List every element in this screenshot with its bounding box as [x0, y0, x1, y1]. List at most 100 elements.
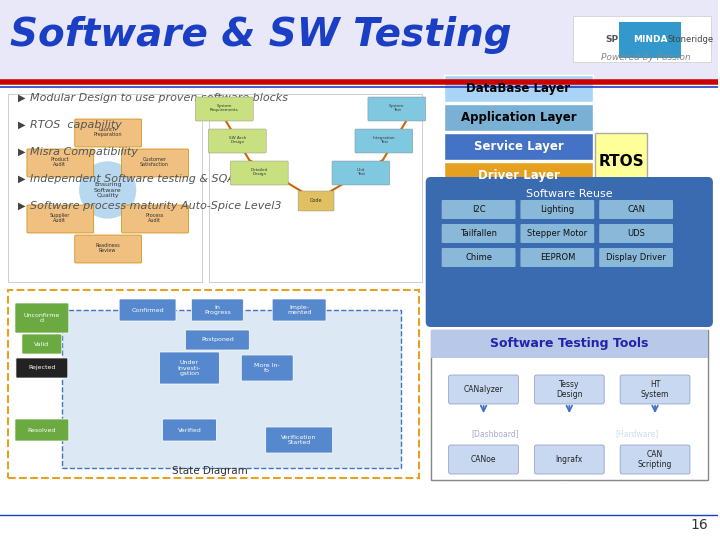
Text: ▶: ▶ — [18, 174, 25, 184]
FancyBboxPatch shape — [195, 97, 253, 121]
Circle shape — [80, 162, 135, 218]
FancyBboxPatch shape — [620, 445, 690, 474]
Text: Unconfirme
d: Unconfirme d — [24, 313, 60, 323]
FancyBboxPatch shape — [15, 303, 69, 333]
Text: CAN: CAN — [627, 205, 645, 214]
Text: EEPROM: EEPROM — [540, 253, 575, 262]
FancyBboxPatch shape — [272, 299, 326, 321]
FancyBboxPatch shape — [16, 358, 68, 378]
Text: Independent Software testing & SQA: Independent Software testing & SQA — [30, 174, 235, 184]
Text: Resolved: Resolved — [27, 428, 56, 433]
Text: Code: Code — [310, 199, 323, 204]
Text: Tailfallen: Tailfallen — [460, 229, 497, 238]
FancyBboxPatch shape — [568, 388, 706, 480]
FancyBboxPatch shape — [426, 177, 713, 327]
Text: Customer
Satisfaction: Customer Satisfaction — [140, 157, 169, 167]
Text: Launch
Preparation: Launch Preparation — [94, 126, 122, 137]
FancyBboxPatch shape — [521, 248, 594, 267]
Text: Detailed
Design: Detailed Design — [251, 168, 268, 176]
FancyBboxPatch shape — [266, 427, 333, 453]
Text: 16: 16 — [690, 518, 708, 532]
FancyBboxPatch shape — [521, 224, 594, 243]
Text: Process
Audit: Process Audit — [145, 213, 163, 224]
FancyBboxPatch shape — [441, 224, 516, 243]
Text: Software process maturity Auto-Spice Level3: Software process maturity Auto-Spice Lev… — [30, 201, 282, 211]
FancyBboxPatch shape — [0, 0, 718, 80]
FancyBboxPatch shape — [210, 94, 422, 282]
FancyBboxPatch shape — [534, 375, 604, 404]
FancyBboxPatch shape — [368, 97, 426, 121]
Text: RTOS: RTOS — [598, 153, 644, 168]
FancyBboxPatch shape — [27, 149, 94, 177]
Text: Software & SW Testing: Software & SW Testing — [10, 16, 512, 54]
FancyBboxPatch shape — [27, 205, 94, 233]
Text: Service Layer: Service Layer — [474, 140, 563, 153]
Text: ▶: ▶ — [18, 93, 25, 103]
Text: Software Reuse: Software Reuse — [526, 189, 613, 199]
Text: System
Test: System Test — [389, 104, 405, 112]
Text: Stepper Motor: Stepper Motor — [527, 229, 588, 238]
Text: DataBase Layer: DataBase Layer — [467, 82, 570, 95]
FancyBboxPatch shape — [160, 352, 220, 384]
Text: Ingrafx: Ingrafx — [556, 455, 583, 464]
Text: Supplier
Audit: Supplier Audit — [50, 213, 70, 224]
FancyBboxPatch shape — [573, 16, 711, 62]
Text: Driver Layer: Driver Layer — [477, 169, 559, 182]
FancyBboxPatch shape — [431, 330, 708, 480]
Text: Application Layer: Application Layer — [461, 111, 576, 124]
FancyBboxPatch shape — [441, 248, 516, 267]
FancyBboxPatch shape — [8, 290, 419, 478]
Text: System
Requirements: System Requirements — [210, 104, 239, 112]
FancyBboxPatch shape — [449, 375, 518, 404]
FancyBboxPatch shape — [444, 162, 593, 189]
Text: Chime: Chime — [465, 253, 492, 262]
FancyBboxPatch shape — [22, 334, 62, 354]
FancyBboxPatch shape — [355, 129, 413, 153]
FancyBboxPatch shape — [521, 200, 594, 219]
FancyBboxPatch shape — [192, 299, 243, 321]
Text: In
Progress: In Progress — [204, 305, 230, 315]
Text: Powered by Passion: Powered by Passion — [601, 52, 691, 62]
Text: Verified: Verified — [178, 428, 202, 433]
FancyBboxPatch shape — [119, 299, 176, 321]
Text: Readiness
Review: Readiness Review — [95, 242, 120, 253]
Text: Rejected: Rejected — [28, 366, 55, 370]
FancyBboxPatch shape — [122, 205, 189, 233]
Text: Lighting: Lighting — [540, 205, 575, 214]
Text: [Hardware]: [Hardware] — [616, 429, 659, 438]
Text: Postponed: Postponed — [201, 338, 234, 342]
FancyBboxPatch shape — [599, 224, 673, 243]
Text: Verification
Started: Verification Started — [282, 435, 317, 446]
FancyBboxPatch shape — [186, 330, 249, 350]
Text: SW Arch
Design: SW Arch Design — [229, 136, 246, 144]
FancyBboxPatch shape — [534, 445, 604, 474]
FancyBboxPatch shape — [449, 445, 518, 474]
Text: Product
Audit: Product Audit — [50, 157, 69, 167]
Text: SP: SP — [605, 36, 618, 44]
Text: State Diagram: State Diagram — [171, 466, 247, 476]
FancyBboxPatch shape — [230, 161, 288, 185]
Text: Stoneridge: Stoneridge — [668, 36, 714, 44]
FancyBboxPatch shape — [595, 133, 647, 189]
Text: Modular Design to use proven software blocks: Modular Design to use proven software bl… — [30, 93, 288, 103]
Text: Ensuring
Software
Quality: Ensuring Software Quality — [94, 181, 122, 198]
Text: CANoe: CANoe — [471, 455, 496, 464]
FancyBboxPatch shape — [208, 129, 266, 153]
FancyBboxPatch shape — [75, 119, 142, 147]
FancyBboxPatch shape — [8, 94, 202, 282]
Text: HT
System: HT System — [641, 380, 669, 399]
Text: Imple-
mented: Imple- mented — [287, 305, 311, 315]
FancyBboxPatch shape — [75, 235, 142, 263]
Text: CANalyzer: CANalyzer — [464, 385, 503, 394]
Text: More In-
fo: More In- fo — [254, 362, 280, 373]
Text: ▶: ▶ — [18, 201, 25, 211]
Text: ●RK: ●RK — [620, 36, 642, 44]
Text: Under
Investi-
gation: Under Investi- gation — [178, 360, 201, 376]
FancyBboxPatch shape — [15, 419, 69, 441]
Text: Valid: Valid — [35, 341, 50, 347]
FancyBboxPatch shape — [163, 419, 216, 441]
Text: Display Driver: Display Driver — [606, 253, 666, 262]
FancyBboxPatch shape — [444, 104, 593, 131]
FancyBboxPatch shape — [441, 200, 516, 219]
FancyBboxPatch shape — [298, 191, 334, 211]
